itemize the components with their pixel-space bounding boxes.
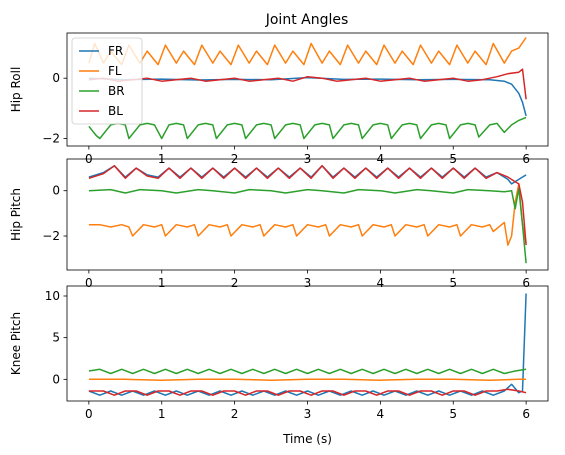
- y-tick-label-0-knee-pitch: 0: [52, 372, 60, 386]
- x-tick-label-6-hip-pitch: 6: [522, 276, 530, 290]
- y-tick-label-0-hip-roll: 0: [52, 71, 60, 85]
- x-tick-label-1-hip-pitch: 1: [158, 276, 166, 290]
- x-tick-label-6-knee-pitch: 6: [522, 407, 530, 421]
- series-line-fr-knee-pitch: [88, 293, 527, 396]
- series-line-br-knee-pitch: [88, 368, 527, 375]
- series-line-fl-hip-roll: [88, 37, 527, 66]
- y-tick-label-0-hip-pitch: 0: [52, 184, 60, 198]
- legend-label-fl: FL: [108, 64, 122, 78]
- legend: FR FL BR BL: [71, 37, 143, 125]
- x-tick-label-3-knee-pitch: 3: [304, 407, 312, 421]
- legend-label-fr: FR: [108, 44, 123, 58]
- series-line-bl-hip-roll: [88, 68, 527, 100]
- panel-knee-pitch-ylabel: Knee Pitch: [9, 312, 23, 375]
- panel-knee-pitch-frame: [66, 285, 549, 402]
- subplot-panels: 0 1 2 3 4 5 6 −2 0 Hip Roll FR FL BR BL 0 1 2 3 4 5 6 −2 0 Hip …: [9, 32, 549, 446]
- legend-label-bl: BL: [108, 104, 123, 118]
- legend-label-br: BR: [108, 84, 125, 98]
- x-tick-label-5-knee-pitch: 5: [449, 407, 457, 421]
- series-line-br-hip-roll: [88, 116, 527, 140]
- x-tick-label-4-knee-pitch: 4: [377, 407, 385, 421]
- y-tick-label-10-knee-pitch: 10: [45, 289, 60, 303]
- panel-hip-roll-series: [88, 37, 527, 140]
- panel-hip-pitch-ylabel: Hip Pitch: [9, 188, 23, 241]
- x-axis-label: Time (s): [282, 432, 332, 446]
- series-line-bl-knee-pitch: [88, 388, 527, 396]
- panel-hip-pitch: 0 1 2 3 4 5 6 −2 0 Hip Pitch: [9, 158, 549, 290]
- chart-title: Joint Angles: [265, 12, 349, 28]
- y-tick-label--2-hip-pitch: −2: [42, 229, 60, 243]
- x-tick-label-2-hip-pitch: 2: [231, 276, 239, 290]
- x-tick-label-5-hip-pitch: 5: [449, 276, 457, 290]
- panel-hip-roll-ylabel: Hip Roll: [9, 67, 23, 113]
- panel-knee-pitch: 0 1 2 3 4 5 6 0 5 10 Knee Pitch Time (s): [9, 285, 549, 446]
- y-tick-label--2-hip-roll: −2: [42, 131, 60, 145]
- x-tick-label-0-hip-pitch: 0: [85, 276, 93, 290]
- x-tick-label-1-knee-pitch: 1: [158, 407, 166, 421]
- x-tick-label-0-knee-pitch: 0: [85, 407, 93, 421]
- series-line-fl-hip-pitch: [88, 183, 527, 246]
- y-tick-label-5-knee-pitch: 5: [52, 331, 60, 345]
- series-line-br-hip-pitch: [88, 187, 527, 264]
- series-line-bl-hip-pitch: [88, 165, 527, 246]
- x-tick-label-4-hip-pitch: 4: [377, 276, 385, 290]
- legend-box: [71, 37, 143, 125]
- panel-knee-pitch-series: [88, 293, 527, 396]
- series-line-fr-hip-roll: [88, 76, 527, 117]
- series-line-fl-knee-pitch: [88, 378, 527, 381]
- panel-hip-pitch-series: [88, 165, 527, 264]
- x-tick-label-2-knee-pitch: 2: [231, 407, 239, 421]
- x-tick-label-3-hip-pitch: 3: [304, 276, 312, 290]
